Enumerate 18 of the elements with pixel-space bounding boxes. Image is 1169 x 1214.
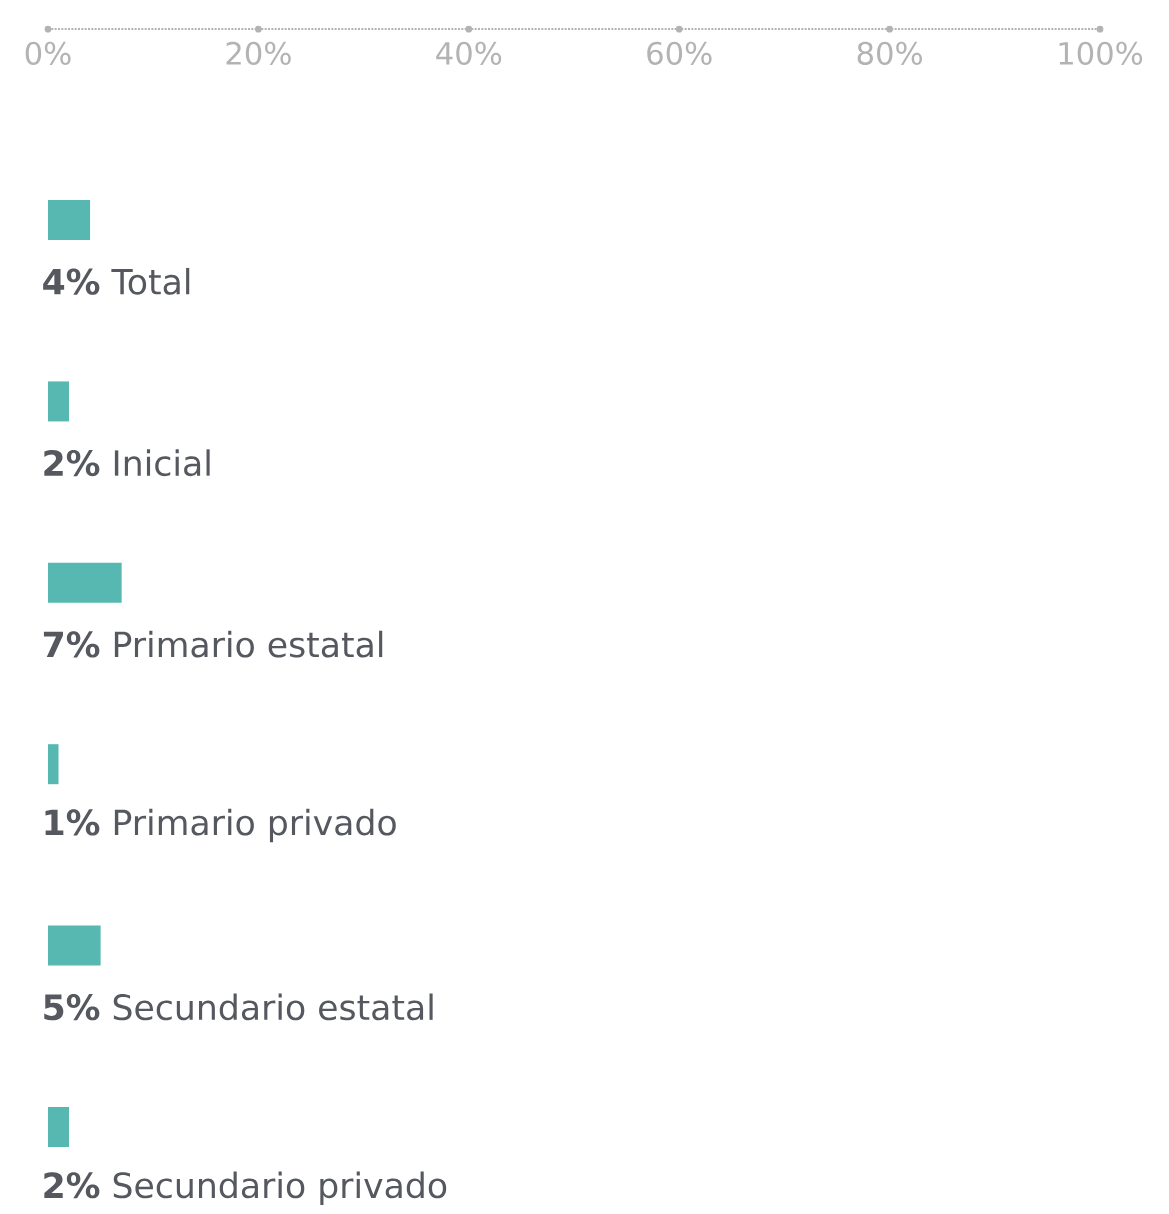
y-tick-label: Inicial	[114, 449, 210, 477]
x-tick-label: 80%	[857, 41, 922, 65]
x-tick-label: 40%	[436, 41, 502, 65]
x-tick-label: 20%	[226, 41, 291, 65]
data-label: 2%	[44, 1172, 100, 1199]
data-label: 5%	[44, 994, 100, 1021]
y-tick-label: Secundario privado	[113, 1171, 447, 1206]
x-tick-label: 0%	[25, 41, 71, 65]
y-tick-label: Primario estatal	[114, 630, 383, 658]
data-label: 2%	[44, 449, 100, 477]
y-tick-label: Secundario estatal	[113, 993, 433, 1021]
x-tick-label: 100%	[1059, 41, 1143, 65]
x-tick-label: 60%	[647, 41, 712, 65]
data-label: 4%	[43, 268, 100, 295]
data-label: 7%	[43, 631, 100, 658]
y-tick-label: Primario privado	[114, 808, 396, 843]
data-label: 1%	[45, 809, 100, 836]
y-tick-label: Total	[111, 267, 190, 295]
